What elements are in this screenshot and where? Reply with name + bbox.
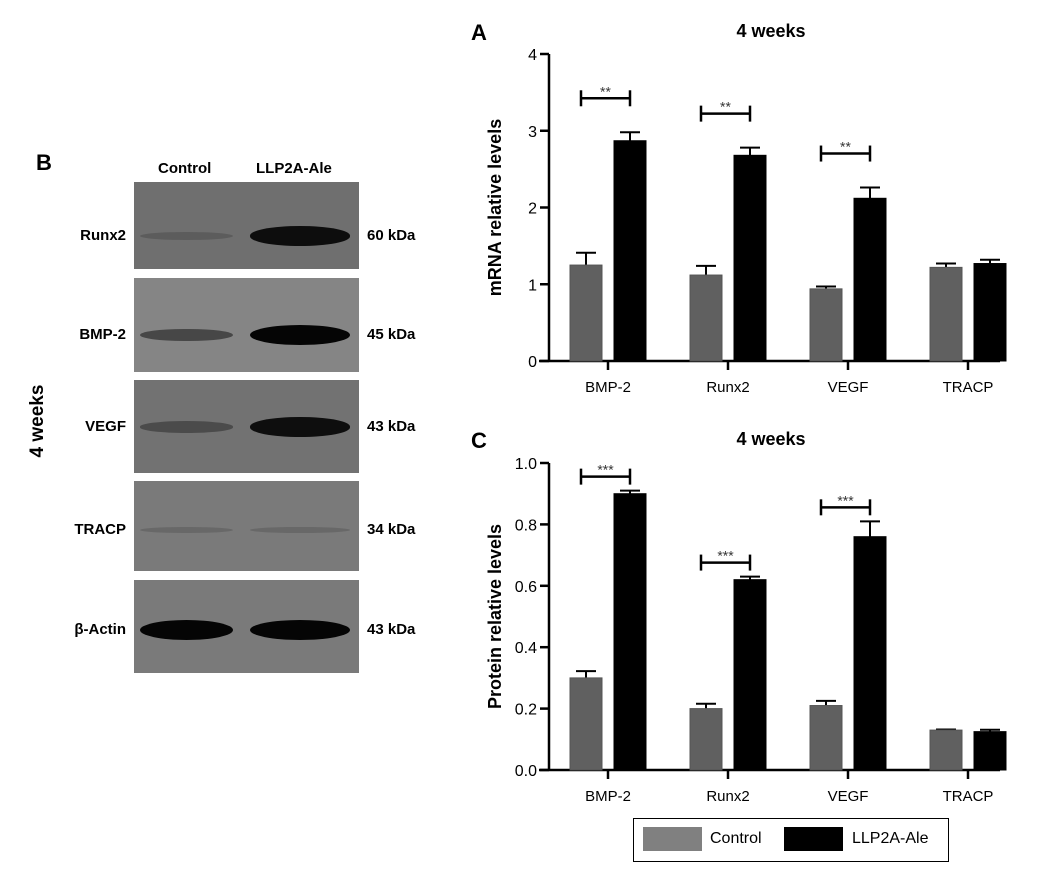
y-tick-label: 2: [528, 201, 537, 218]
legend-label-control: Control: [710, 830, 762, 847]
bar-llp2a-ale-bmp-2: [613, 493, 647, 771]
blot-protein-label: β-Actin: [74, 621, 126, 638]
blot-size-label: 43 kDa: [367, 621, 416, 638]
bar-llp2a-ale-bmp-2: [613, 140, 647, 362]
y-tick-label: 0.2: [515, 702, 537, 719]
x-tick-label: TRACP: [943, 379, 994, 396]
y-tick-label: 0: [528, 354, 537, 371]
bar-llp2a-ale-vegf: [853, 536, 887, 771]
y-axis-label: Protein relative levels: [485, 524, 505, 709]
significance-label: ***: [597, 462, 614, 478]
blot-band: [140, 328, 233, 342]
blot-panel-vegf: [134, 380, 359, 473]
y-tick-label: 0.4: [515, 640, 537, 657]
x-tick-label: BMP-2: [585, 379, 631, 396]
blot-band: [140, 526, 233, 534]
blot-size-label: 45 kDa: [367, 326, 416, 343]
y-tick-label: 1.0: [515, 456, 537, 473]
blot-band: [250, 417, 350, 437]
bar-llp2a-ale-tracp: [973, 263, 1007, 362]
lane-label-llp2a: LLP2A-Ale: [256, 160, 332, 177]
blot-band: [140, 232, 233, 240]
bar-control-tracp: [929, 266, 963, 362]
blot-size-label: 60 kDa: [367, 227, 416, 244]
y-tick-label: 0.8: [515, 517, 537, 534]
bar-llp2a-ale-vegf: [853, 197, 887, 362]
bar-control-vegf: [809, 705, 843, 771]
blot-band: [140, 620, 233, 640]
significance-label: **: [720, 99, 731, 115]
significance-label: **: [600, 83, 611, 99]
blot-panel-actin: [134, 580, 359, 673]
bar-control-tracp: [929, 729, 963, 771]
x-tick-label: BMP-2: [585, 788, 631, 805]
legend-swatch-control: [643, 827, 702, 851]
lane-label-control: Control: [158, 160, 212, 177]
blot-panel-runx2: [134, 182, 359, 269]
bar-control-runx2: [689, 708, 723, 771]
y-tick-label: 1: [528, 277, 537, 294]
blot-band: [250, 325, 350, 345]
x-tick-label: VEGF: [828, 379, 869, 396]
x-tick-label: Runx2: [706, 788, 749, 805]
legend-label-llp2a: LLP2A-Ale: [852, 830, 929, 847]
panel-letter-b: B: [36, 150, 52, 175]
x-tick-label: TRACP: [943, 788, 994, 805]
chart-title: 4 weeks: [736, 21, 805, 41]
panel-letter-a: A: [471, 20, 487, 45]
y-tick-label: 0.6: [515, 579, 537, 596]
significance-label: ***: [837, 492, 854, 508]
legend: Control LLP2A-Ale: [633, 818, 949, 862]
significance-label: ***: [717, 548, 734, 564]
panel-letter-c: C: [471, 428, 487, 453]
bar-llp2a-ale-runx2: [733, 154, 767, 362]
bar-llp2a-ale-runx2: [733, 579, 767, 771]
blot-band: [140, 421, 233, 433]
y-tick-label: 4: [528, 47, 537, 64]
bar-control-bmp-2: [569, 264, 603, 362]
bar-control-bmp-2: [569, 677, 603, 771]
blot-band: [250, 526, 350, 534]
y-tick-label: 3: [528, 124, 537, 141]
blot-protein-label: TRACP: [74, 521, 126, 538]
y-axis-label: mRNA relative levels: [485, 119, 505, 296]
chart-title: 4 weeks: [736, 429, 805, 449]
bar-llp2a-ale-tracp: [973, 731, 1007, 771]
blot-protein-label: BMP-2: [79, 326, 126, 343]
blot-band: [250, 226, 350, 246]
legend-swatch-llp2a: [784, 827, 843, 851]
y-tick-label: 0.0: [515, 763, 537, 780]
blot-panel-tracp: [134, 481, 359, 571]
blot-protein-label: VEGF: [85, 418, 126, 435]
blot-band: [250, 620, 350, 640]
blot-panel-bmp2: [134, 278, 359, 372]
blot-size-label: 43 kDa: [367, 418, 416, 435]
bar-control-vegf: [809, 288, 843, 362]
bar-control-runx2: [689, 274, 723, 362]
blot-protein-label: Runx2: [80, 227, 126, 244]
blot-size-label: 34 kDa: [367, 521, 416, 538]
x-tick-label: VEGF: [828, 788, 869, 805]
x-tick-label: Runx2: [706, 379, 749, 396]
significance-label: **: [840, 139, 851, 155]
